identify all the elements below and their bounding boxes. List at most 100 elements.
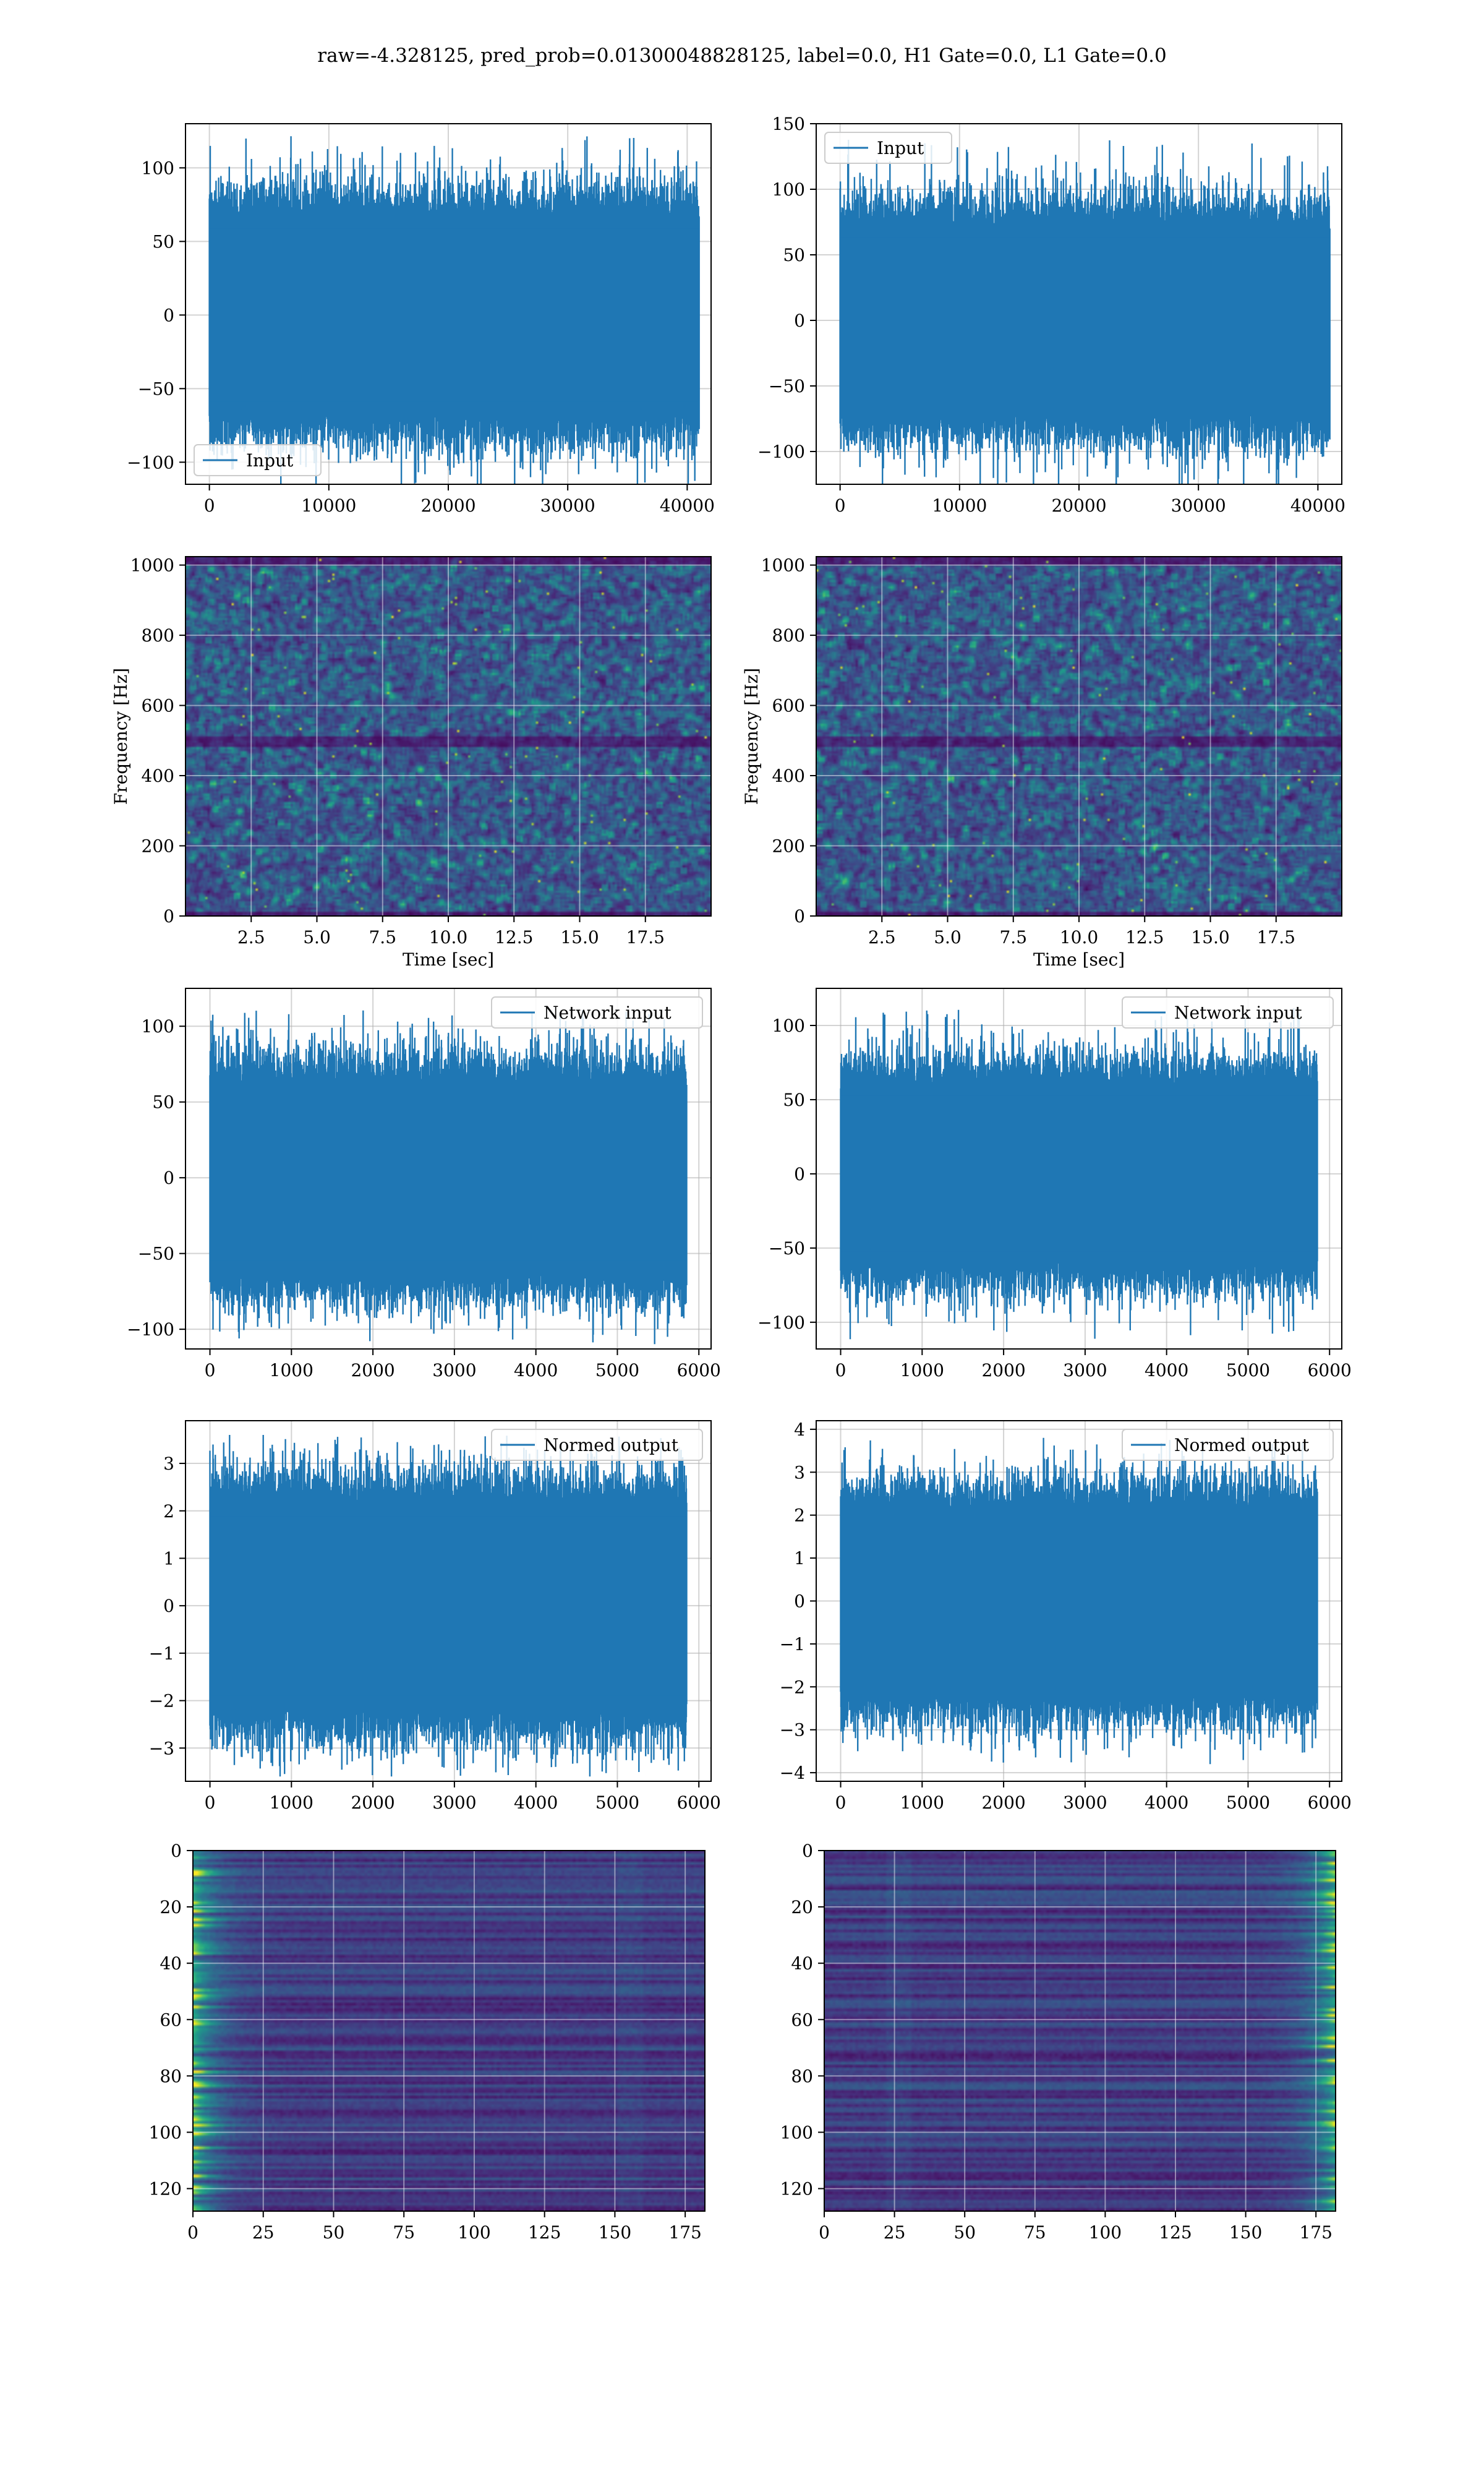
spectrogram-l1-ytick-label-2: 400 xyxy=(772,766,805,786)
input-h1-xtick-label-1: 10000 xyxy=(301,495,356,516)
feature-map-h1-ytick-label-2: 40 xyxy=(160,1953,182,1974)
input-h1-legend-label: Input xyxy=(246,450,294,471)
normed-output-h1-xtick-label-5: 5000 xyxy=(595,1792,639,1813)
spectrogram-l1-xtick-label-2: 7.5 xyxy=(999,927,1027,948)
network-input-h1-ytick-label-2: 0 xyxy=(163,1168,174,1188)
network-input-h1-legend-label: Network input xyxy=(544,1003,672,1023)
network-input-h1-xtick-label-5: 5000 xyxy=(595,1360,639,1380)
network-input-h1-xtick-label-4: 4000 xyxy=(514,1360,558,1380)
normed-output-h1-ytick-label-0: −3 xyxy=(149,1738,174,1758)
input-h1-ytick-label-4: 100 xyxy=(142,158,174,178)
normed-output-h1-xtick-label-1: 1000 xyxy=(270,1792,313,1813)
network-input-h1-panel: 0 1000 2000 3000 4000 5000 6000 −100 −50 0 50 100 Ne… xyxy=(127,988,721,1380)
spectrogram-l1-xlabel: Time [sec] xyxy=(1033,949,1125,970)
input-h1-ytick-label-3: 50 xyxy=(152,231,174,252)
input-l1-xtick-label-4: 40000 xyxy=(1290,495,1345,516)
normed-output-h1-ytick-label-1: −2 xyxy=(149,1691,174,1711)
normed-output-l1-legend-label: Normed output xyxy=(1174,1435,1310,1455)
input-l1-xtick-label-2: 20000 xyxy=(1051,495,1106,516)
normed-output-l1-ytick-label-4: 0 xyxy=(794,1591,805,1612)
feature-map-l1-ytick-label-4: 80 xyxy=(791,2066,813,2086)
feature-map-h1-heatmap xyxy=(193,1851,705,2211)
input-h1-xtick-label-0: 0 xyxy=(204,495,215,516)
network-input-h1-axes-frame xyxy=(185,988,712,1350)
input-l1-legend-box xyxy=(824,132,952,164)
network-input-l1-xtick-label-3: 3000 xyxy=(1063,1360,1107,1380)
network-input-l1-xtick-label-0: 0 xyxy=(835,1360,846,1380)
spectrogram-h1-ytick-label-5: 1000 xyxy=(130,555,174,576)
feature-map-l1-xtick-label-7: 175 xyxy=(1299,2222,1332,2243)
feature-map-l1-ytick-label-3: 60 xyxy=(791,2010,813,2030)
feature-map-l1-heatmap xyxy=(824,1851,1336,2211)
feature-map-l1-ytick-label-6: 120 xyxy=(780,2179,813,2199)
normed-output-h1-axes-frame xyxy=(185,1420,712,1782)
feature-map-l1-axes-frame xyxy=(824,1850,1336,2212)
spectrogram-h1-ytick-label-1: 200 xyxy=(142,836,174,857)
normed-output-h1-xtick-label-2: 2000 xyxy=(351,1792,394,1813)
network-input-h1-legend-box xyxy=(491,996,703,1029)
normed-output-l1-legend-box xyxy=(1122,1429,1334,1461)
network-input-h1-ytick-label-4: 100 xyxy=(142,1016,174,1037)
normed-output-h1-ytick-label-3: 0 xyxy=(163,1596,174,1616)
network-input-l1-panel: 0 1000 2000 3000 4000 5000 6000 −100 −50 0 50 100 Ne… xyxy=(757,988,1352,1380)
spectrogram-h1-xtick-label-3: 10.0 xyxy=(429,927,467,948)
network-input-l1-xtick-label-6: 6000 xyxy=(1308,1360,1352,1380)
feature-map-l1-ytick-label-5: 100 xyxy=(780,2122,813,2142)
spectrogram-l1-heatmap xyxy=(816,557,1342,916)
normed-output-l1-xtick-label-3: 3000 xyxy=(1063,1792,1107,1813)
normed-output-l1-ytick-label-0: −4 xyxy=(780,1763,805,1783)
input-h1-ytick-label-0: −100 xyxy=(127,452,174,473)
spectrogram-l1-xtick-label-5: 15.0 xyxy=(1191,927,1229,948)
spectrogram-h1-xtick-label-2: 7.5 xyxy=(369,927,396,948)
network-input-l1-ytick-label-4: 100 xyxy=(772,1016,805,1036)
feature-map-l1-xtick-label-4: 100 xyxy=(1089,2222,1122,2243)
normed-output-l1-xtick-label-6: 6000 xyxy=(1308,1792,1352,1813)
feature-map-l1-xtick-label-0: 0 xyxy=(819,2222,830,2243)
network-input-h1-xtick-label-2: 2000 xyxy=(351,1360,394,1380)
feature-map-l1-xtick-label-6: 150 xyxy=(1229,2222,1262,2243)
network-input-h1-xtick-label-1: 1000 xyxy=(270,1360,313,1380)
feature-map-h1-ytick-label-4: 80 xyxy=(160,2066,182,2086)
input-l1-ytick-label-1: −50 xyxy=(769,376,805,396)
spectrogram-l1-xtick-label-0: 2.5 xyxy=(868,927,896,948)
network-input-l1-ytick-label-0: −100 xyxy=(757,1312,805,1333)
feature-map-l1-ytick-label-2: 40 xyxy=(791,1953,813,1974)
network-input-l1-xtick-label-2: 2000 xyxy=(981,1360,1025,1380)
normed-output-l1-xtick-label-2: 2000 xyxy=(981,1792,1025,1813)
spectrogram-l1-ylabel: Frequency [Hz] xyxy=(741,668,762,805)
network-input-h1-ytick-label-0: −100 xyxy=(127,1319,174,1340)
normed-output-l1-ytick-label-1: −3 xyxy=(780,1720,805,1740)
spectrogram-h1-xtick-label-0: 2.5 xyxy=(237,927,265,948)
input-l1-series-body xyxy=(840,238,1330,403)
spectrogram-l1-ytick-label-5: 1000 xyxy=(761,555,805,576)
normed-output-l1-xtick-label-4: 4000 xyxy=(1145,1792,1188,1813)
feature-map-l1-xtick-label-3: 75 xyxy=(1024,2222,1046,2243)
feature-map-h1-ytick-label-3: 60 xyxy=(160,2010,182,2030)
feature-map-h1-xtick-label-1: 25 xyxy=(252,2222,275,2243)
input-l1-ytick-label-2: 0 xyxy=(794,310,805,331)
spectrogram-h1-ylabel: Frequency [Hz] xyxy=(111,668,131,805)
spectrogram-h1-xtick-label-6: 17.5 xyxy=(626,927,665,948)
network-input-l1-legend-label: Network input xyxy=(1174,1003,1302,1023)
input-h1-series-body xyxy=(209,228,699,402)
spectrogram-l1-ytick-label-3: 600 xyxy=(772,696,805,716)
feature-map-l1-panel: 0 25 50 75 100 125 150 175 0 20 40 60 80 100 120 xyxy=(780,1841,1336,2243)
normed-output-l1-panel: 0 1000 2000 3000 4000 5000 6000 −4 −3 −2 −1 0 1 2 3 4 No… xyxy=(780,1419,1352,1813)
spectrogram-l1-xtick-label-6: 17.5 xyxy=(1257,927,1295,948)
spectrogram-l1-ytick-label-0: 0 xyxy=(794,906,805,927)
feature-map-h1-ytick-label-0: 0 xyxy=(171,1841,182,1861)
normed-output-h1-xtick-label-4: 4000 xyxy=(514,1792,558,1813)
feature-map-h1-xtick-label-7: 175 xyxy=(668,2222,701,2243)
spectrogram-l1-xtick-label-3: 10.0 xyxy=(1060,927,1098,948)
network-input-h1-xtick-label-3: 3000 xyxy=(432,1360,476,1380)
input-l1-xtick-label-3: 30000 xyxy=(1171,495,1226,516)
feature-map-h1-xtick-label-0: 0 xyxy=(187,2222,198,2243)
normed-output-h1-ytick-label-4: 1 xyxy=(163,1548,174,1569)
feature-map-h1-panel: 0 25 50 75 100 125 150 175 0 20 40 60 80 100 120 xyxy=(149,1841,706,2243)
normed-output-l1-xtick-label-1: 1000 xyxy=(900,1792,944,1813)
normed-output-l1-ytick-label-5: 1 xyxy=(794,1548,805,1569)
normed-output-h1-xtick-label-6: 6000 xyxy=(677,1792,721,1813)
spectrogram-h1-xtick-label-5: 15.0 xyxy=(560,927,599,948)
normed-output-l1-xtick-label-0: 0 xyxy=(835,1792,846,1813)
network-input-l1-axes-frame xyxy=(816,988,1342,1350)
